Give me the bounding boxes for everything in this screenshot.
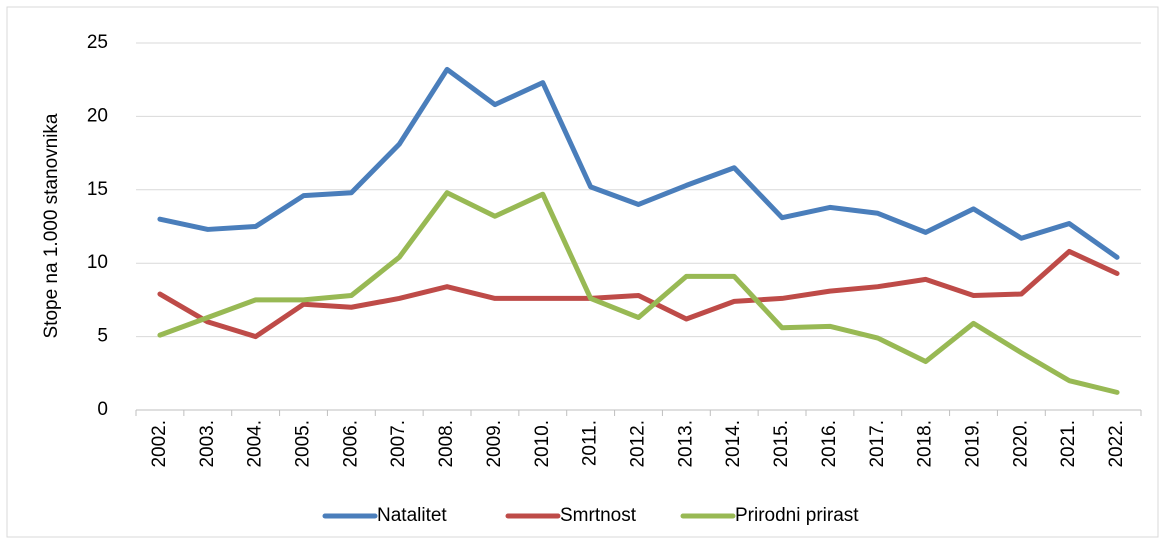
y-tick-label: 15 [87,179,108,200]
x-tick-label: 2021. [1058,420,1079,468]
x-tick-label: 2013. [675,420,696,468]
y-tick-label: 20 [87,105,108,126]
legend-label: Natalitet [377,505,447,526]
x-tick-label: 2003. [197,420,218,468]
y-tick-label: 0 [97,399,108,420]
x-tick-label: 2011. [580,420,601,466]
line-series [157,190,1120,395]
x-tick-label: 2012. [628,420,649,468]
x-tick-label: 2015. [771,420,792,468]
x-tick-label: 2009. [484,420,505,468]
x-tick-label: 2008. [436,420,457,468]
y-tick-label: 25 [87,32,108,53]
x-tick-label: 2007. [388,420,409,468]
legend-label: Smrtnost [560,505,637,526]
x-tick-label: 2018. [915,420,936,468]
x-tick-label: 2014. [723,420,744,468]
x-tick-label: 2010. [532,420,553,468]
chart-border [6,6,1159,538]
x-tick-label: 2022. [1106,420,1127,468]
x-tick-label: 2020. [1010,420,1031,468]
y-tick-label: 10 [87,252,108,273]
x-tick-label: 2002. [149,420,170,468]
x-tick-label: 2019. [963,420,984,468]
x-tick-label: 2005. [293,420,314,468]
x-tick-label: 2017. [867,420,888,468]
line-series [157,66,1120,260]
line-series [157,248,1120,340]
y-axis-label: Stope na 1.000 stanovnika [41,113,62,338]
x-tick-label: 2016. [819,420,840,468]
x-tick-label: 2006. [340,420,361,468]
legend-label: Prirodni prirast [735,505,859,526]
y-tick-label: 5 [97,326,108,347]
x-tick-label: 2004. [245,420,266,468]
